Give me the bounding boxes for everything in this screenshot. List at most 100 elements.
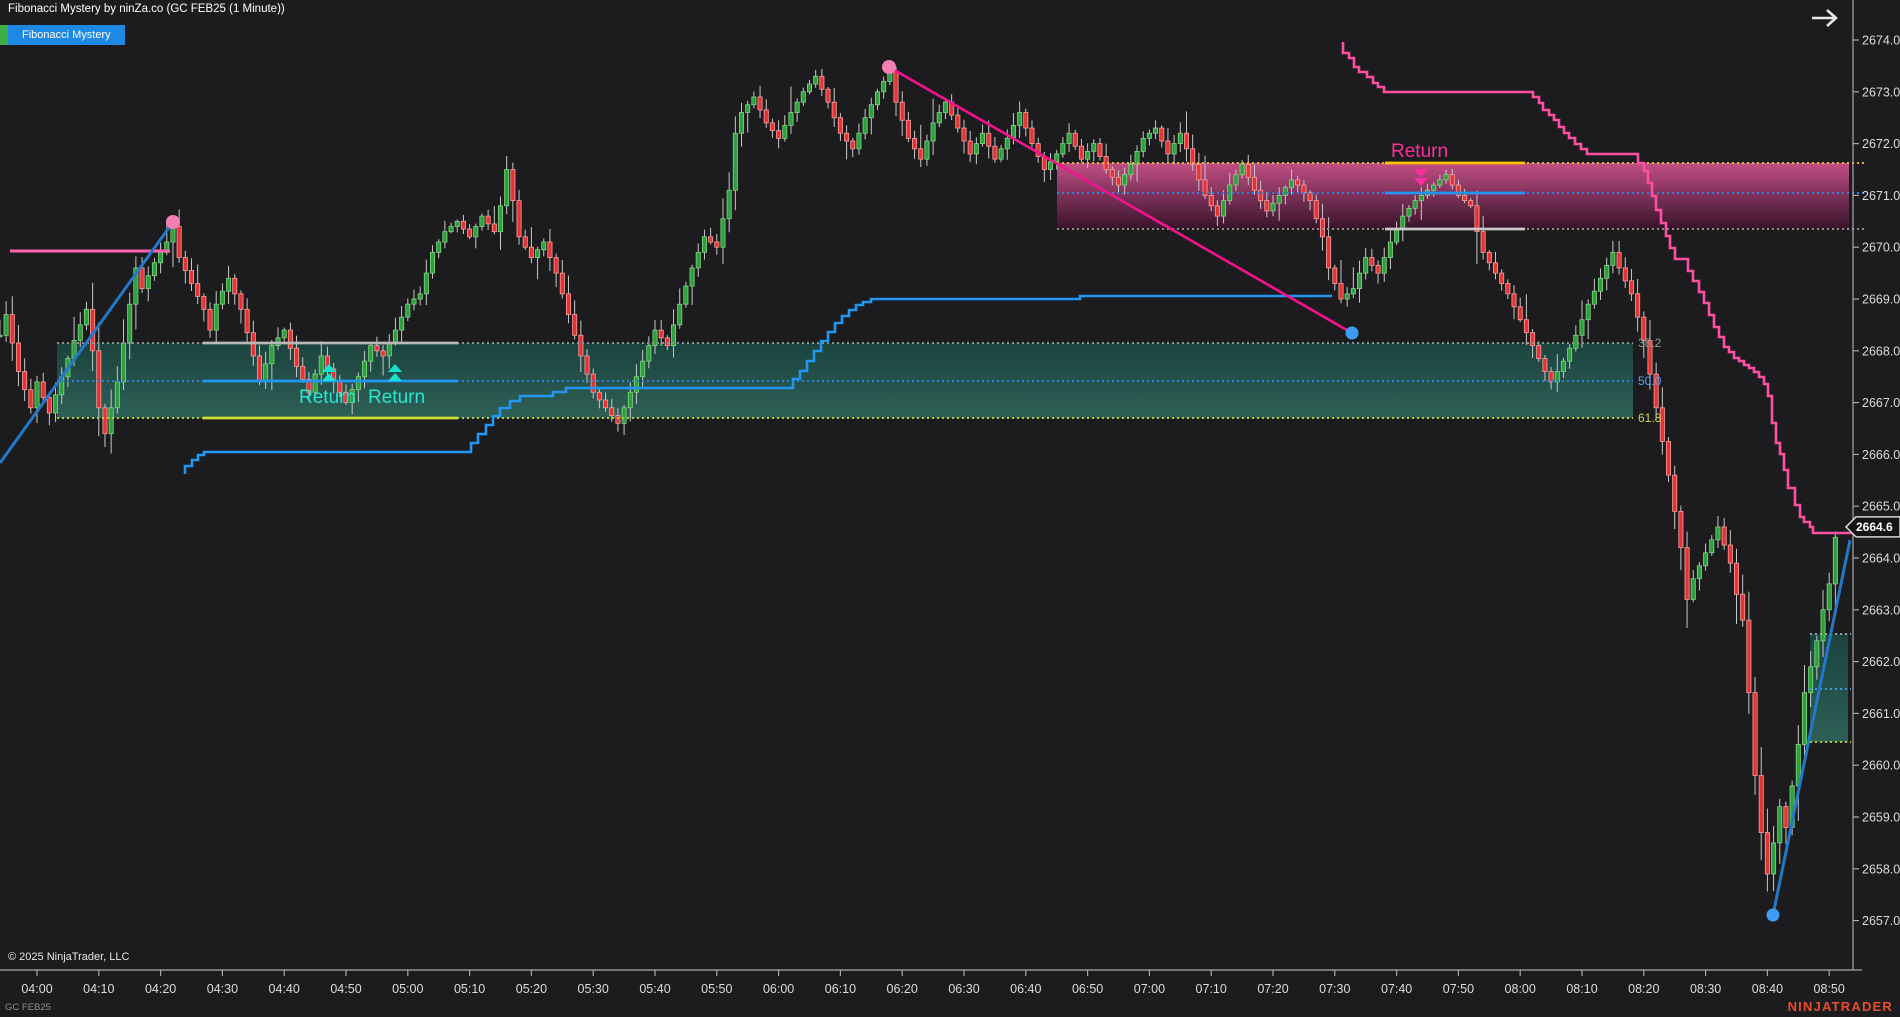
candle-down [565,293,571,315]
fib-zone-upper[interactable] [1057,163,1849,229]
double-down-arrow-icon [1414,178,1428,186]
time-axis-label: 06:50 [1072,982,1103,996]
candle-down [306,378,312,393]
instrument-link-arrow-icon[interactable] [1806,5,1846,31]
candle-up [980,132,986,145]
candle-up [1054,153,1060,163]
candle-up [1004,138,1010,150]
candle-down [1734,562,1740,595]
candle-up [1140,138,1146,152]
candle-down [819,75,825,90]
candle-down [992,145,998,160]
swing-high-dot[interactable] [166,215,180,229]
candle-up [633,376,639,393]
return-label-cyan[interactable]: Return [368,387,426,408]
candle-up [77,324,83,341]
price-axis-label: 2661.0 [1862,707,1900,721]
pink-down-trendline[interactable] [888,65,1353,335]
candle-down [244,308,250,334]
candle-down [1449,174,1455,186]
candle-up [726,189,732,220]
time-axis-label: 06:20 [887,982,918,996]
candle-down [837,117,843,134]
blue-trailing-stop[interactable] [183,294,1332,474]
candle-up [874,91,880,106]
time-axis-label: 05:20 [516,982,547,996]
candle-down [763,109,769,124]
candle-up [1134,150,1140,165]
candle-down [1258,189,1264,201]
return-label-cyan[interactable]: Return [299,387,357,408]
candle-up [881,81,887,93]
candle-up [627,391,633,409]
swing-high-dot[interactable] [882,60,896,74]
candle-up [1239,163,1245,176]
tab-fibonacci-mystery[interactable]: Fibonacci Mystery [0,25,125,45]
candle-down [1635,293,1641,318]
candle-up [677,303,683,326]
candle-up [1017,112,1023,126]
candle-up [942,101,948,113]
candle-up [1406,207,1412,217]
candle-down [9,314,15,344]
candle-up [621,407,627,424]
candle-down [300,365,306,380]
candle-up [652,329,658,347]
candle-down [1023,112,1029,129]
candle-up [1128,163,1134,176]
blue-recovery-trendline[interactable] [1771,539,1852,916]
chart-title: Fibonacci Mystery by ninZa.co (GC FEB25 … [8,3,285,15]
candle-down [831,101,837,119]
candle-down [1295,179,1301,186]
candle-down [1672,474,1678,512]
candle-up [442,231,448,243]
swing-low-dot[interactable] [1345,326,1359,340]
candle-up [720,218,726,248]
candle-down [195,283,201,297]
candle-up [362,360,368,378]
candle-down [1159,127,1165,142]
pink-trailing-stop[interactable] [1341,42,1852,535]
candle-down [1752,692,1758,776]
candle-up [355,376,361,391]
blue-up-trendline[interactable] [0,221,175,464]
candle-up [1598,277,1604,292]
time-axis-label: 04:40 [269,982,300,996]
return-label-pink[interactable]: Return [1391,141,1449,162]
candle-down [1641,316,1647,341]
time-axis-label: 08:00 [1505,982,1536,996]
candle-down [1264,200,1270,212]
candle-up [392,329,398,344]
candle-up [1381,257,1387,274]
candle-up [1085,150,1091,160]
candle-down [1746,619,1752,694]
candle-up [732,132,738,191]
candle-down [609,407,615,416]
candle-up [689,267,695,287]
price-axis-label: 2674.0 [1862,34,1900,48]
candle-down [986,132,992,147]
candle-up [794,101,800,113]
candlestick-layer [0,61,1838,892]
candle-up [1066,132,1072,145]
candle-down [1480,231,1486,253]
candle-down [1653,373,1659,409]
swing-low-dot[interactable] [1766,908,1780,922]
candle-down [294,347,300,367]
candle-up [1153,127,1159,134]
candle-up [1715,526,1721,541]
ninjatrader-logo: NINJATRADER [1787,999,1893,1014]
candle-down [1116,176,1122,186]
candle-down [1783,806,1789,828]
candle-up [504,169,510,207]
candle-up [1146,132,1152,139]
candle-up [1567,347,1573,362]
time-axis-label: 04:00 [21,982,52,996]
candle-up [1579,319,1585,336]
candle-up [34,381,40,409]
candle-down [1208,194,1214,207]
time-axis-label: 08:50 [1814,982,1845,996]
candle-up [430,251,436,274]
